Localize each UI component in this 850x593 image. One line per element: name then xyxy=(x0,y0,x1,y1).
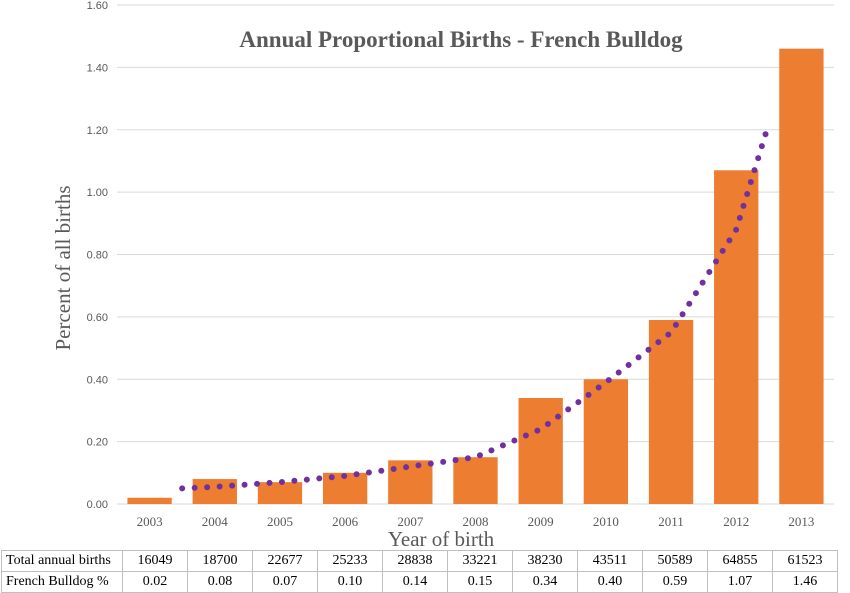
table-cell: 28838 xyxy=(382,550,448,572)
table-cell: 38230 xyxy=(512,550,578,572)
bar-2011 xyxy=(648,319,694,504)
trendline xyxy=(179,120,772,492)
y-tick-label: 0.00 xyxy=(87,499,108,511)
bar-2003 xyxy=(127,497,172,504)
y-tick-label: 0.20 xyxy=(87,437,108,449)
y-tick-label: 0.80 xyxy=(87,250,108,262)
table-cell: 0.40 xyxy=(577,571,643,593)
bar-2010 xyxy=(583,379,629,504)
x-tick-label: 2012 xyxy=(723,514,749,529)
table-cell: 61523 xyxy=(772,550,838,572)
y-axis-ticks: 0.00 0.20 0.40 0.60 0.80 1.00 1.20 1.40 1.60 xyxy=(87,0,108,511)
x-axis-label: Year of birth xyxy=(388,527,495,550)
y-tick-label: 1.60 xyxy=(87,0,108,12)
x-tick-label: 2010 xyxy=(593,514,619,529)
table-cell: 18700 xyxy=(187,550,253,572)
table-cell: 1.07 xyxy=(707,571,773,593)
gridlines xyxy=(117,4,834,505)
x-tick-label: 2008 xyxy=(463,514,489,529)
bars xyxy=(127,48,824,504)
table-cell: 22677 xyxy=(252,550,318,572)
table-cell: 64855 xyxy=(707,550,773,572)
bar-2013 xyxy=(779,48,824,504)
x-tick-label: 2013 xyxy=(788,514,814,529)
x-tick-label: 2003 xyxy=(137,514,163,529)
table-cell: 1.46 xyxy=(772,571,838,593)
table-row-label: Total annual births xyxy=(1,550,123,572)
table-cell: 0.08 xyxy=(187,571,253,593)
table-cell: 43511 xyxy=(577,550,643,572)
y-tick-label: 1.20 xyxy=(87,125,108,137)
y-tick-label: 0.60 xyxy=(87,312,108,324)
y-axis-label: Percent of all births xyxy=(51,185,75,350)
table-row: Total annual births 16049 18700 22677 25233 2… xyxy=(1,550,838,572)
x-tick-label: 2007 xyxy=(397,514,424,529)
x-tick-label: 2004 xyxy=(202,514,229,529)
bar-2012 xyxy=(714,170,759,504)
table-cell: 0.59 xyxy=(642,571,708,593)
data-table: Total annual births 16049 18700 22677 25233 2… xyxy=(1,550,838,593)
chart: 0.00 0.20 0.40 0.60 0.80 1.00 1.20 1.40 1.60 200… xyxy=(51,0,834,550)
table-cell: 0.15 xyxy=(447,571,513,593)
x-axis-ticks: 2003 2004 2005 2006 2007 2008 2009 2010 2011 2012… xyxy=(137,514,815,529)
table-row: French Bulldog % 0.02 0.08 0.07 0.10 0.14 0.15… xyxy=(1,571,838,593)
table-cell: 0.14 xyxy=(382,571,448,593)
y-tick-label: 1.40 xyxy=(87,62,108,74)
table-row-label: French Bulldog % xyxy=(1,571,123,593)
table-cell: 0.10 xyxy=(317,571,383,593)
trendline-dots xyxy=(179,120,772,492)
x-tick-label: 2009 xyxy=(528,514,554,529)
chart-title: Annual Proportional Births - French Bull… xyxy=(239,27,683,52)
table-cell: 33221 xyxy=(447,550,513,572)
table-cell: 16049 xyxy=(122,550,188,572)
x-tick-label: 2006 xyxy=(332,514,359,529)
table-cell: 0.02 xyxy=(122,571,188,593)
y-tick-label: 1.00 xyxy=(87,187,108,199)
table-cell: 0.34 xyxy=(512,571,578,593)
bar-2008 xyxy=(453,457,498,504)
bar-2009 xyxy=(518,397,563,504)
table-cell: 0.07 xyxy=(252,571,318,593)
y-tick-label: 0.40 xyxy=(87,374,108,386)
table-cell: 25233 xyxy=(317,550,383,572)
bar-2005 xyxy=(257,482,303,504)
table-cell: 50589 xyxy=(642,550,708,572)
x-tick-label: 2005 xyxy=(267,514,293,529)
bar-2004 xyxy=(192,479,237,504)
x-tick-label: 2011 xyxy=(658,514,684,529)
